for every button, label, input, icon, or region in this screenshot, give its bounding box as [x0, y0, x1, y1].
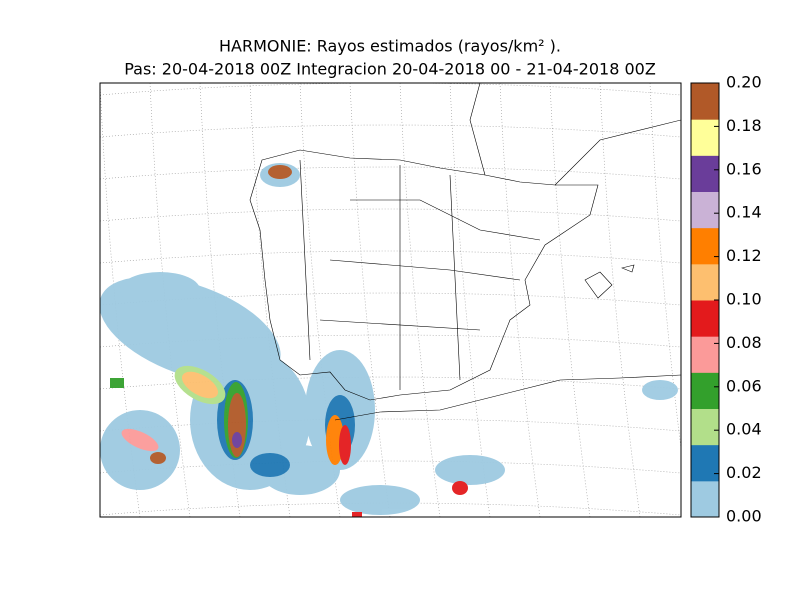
parallel	[100, 124, 681, 138]
colorbar-segment	[691, 480, 719, 518]
colorbar-tick-label: 0.20	[726, 73, 762, 92]
colorbar-segment	[691, 336, 719, 373]
colorbar-segment	[691, 372, 719, 409]
colorbar-segment	[691, 263, 719, 301]
colorbar-segment	[691, 119, 719, 156]
colorbar-segment	[691, 227, 719, 265]
parallel	[100, 83, 681, 96]
meridian	[399, 83, 441, 517]
title: HARMONIE: Rayos estimados (rayos/km² ).	[219, 37, 561, 56]
colorbar-segment	[691, 408, 719, 446]
colorbar-segment	[691, 444, 719, 482]
colorbar-tick-label: 0.14	[726, 203, 762, 222]
colorbar-tick-label: 0.08	[726, 333, 762, 352]
parallel	[100, 502, 681, 516]
colorbar-tick-label: 0.16	[726, 159, 762, 178]
colorbar-tick-label: 0.06	[726, 376, 762, 395]
parallel	[100, 460, 681, 474]
parallel	[100, 545, 681, 557]
meridian	[549, 83, 591, 517]
colorbar-segment	[691, 191, 719, 229]
colorbar-tick-label: 0.04	[726, 420, 762, 439]
subtitle: Pas: 20-04-2018 00Z Integracion 20-04-20…	[124, 60, 656, 79]
colorbar: 0.00 0.02 0.04 0.06 0.08 0.10 0.12 0.14 0.16 0.18…	[690, 73, 762, 526]
parallel	[100, 250, 681, 264]
map-area	[0, 83, 681, 557]
colorbar-segment	[691, 83, 719, 120]
coastline	[249, 83, 681, 421]
meridian	[599, 83, 641, 517]
colorbar-tick-label: 0.18	[726, 116, 762, 135]
colorbar-segment	[691, 155, 719, 192]
precip-field	[100, 163, 678, 517]
meridian	[649, 83, 681, 451]
colorbar-tick-label: 0.10	[726, 290, 762, 309]
meridian	[50, 83, 90, 517]
colorbar-segment	[691, 300, 719, 337]
colorbar-tick-label: 0.00	[726, 507, 762, 526]
parallel	[100, 166, 681, 180]
parallel	[100, 208, 681, 222]
meridian	[0, 83, 40, 517]
parallel	[100, 418, 681, 432]
colorbar-tick-label: 0.02	[726, 463, 762, 482]
map-frame	[99, 82, 682, 518]
meridian	[499, 83, 541, 517]
colorbar-tick-label: 0.12	[726, 246, 762, 265]
